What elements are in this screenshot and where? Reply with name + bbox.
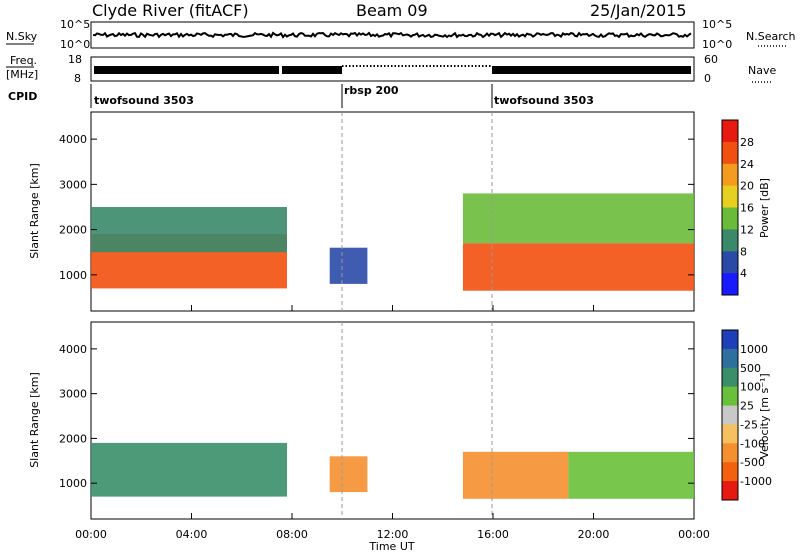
freq-label-2: [MHz] bbox=[6, 68, 38, 81]
freq-block-1 bbox=[94, 66, 279, 74]
xtick-6: 20:00 bbox=[578, 528, 610, 541]
velocity-panel: 1000 2000 3000 4000 Slant Range [km] bbox=[28, 321, 695, 520]
velocity-ylabel: Slant Range [km] bbox=[28, 372, 41, 468]
power-colorbar-swatch-1 bbox=[722, 120, 738, 143]
nave-label: Nave bbox=[748, 64, 776, 77]
power-colorbar: 4 8 12 16 20 24 28 bbox=[721, 119, 754, 296]
cpid-row: twofsound 3503 rbsp 200 twofsound 3503 bbox=[90, 84, 594, 108]
nsearch-tick-top: 10^5 bbox=[702, 18, 732, 31]
freq-tick-top: 18 bbox=[68, 53, 82, 66]
velocity-colorbar-swatch-6 bbox=[722, 424, 738, 444]
power-colorbar-swatch-2 bbox=[722, 141, 738, 165]
power-colorbar-tick-6: 24 bbox=[740, 158, 754, 171]
velocity-colorbar-swatch-7 bbox=[722, 443, 738, 463]
velocity-colorbar-tick-6: -100 bbox=[740, 437, 765, 450]
velocity-region-3 bbox=[462, 451, 569, 499]
velocity-colorbar-title: Velocity [m s⁻¹] bbox=[758, 373, 771, 458]
xtick-1: 00:00 bbox=[75, 528, 107, 541]
power-ytick-3: 3000 bbox=[59, 178, 87, 191]
power-colorbar-swatch-6 bbox=[722, 229, 738, 252]
nsky-tick-bottom: 10^0 bbox=[60, 38, 90, 51]
nsearch-label: N.Search bbox=[746, 30, 796, 43]
power-region-5 bbox=[462, 193, 694, 244]
power-ytick-4: 4000 bbox=[59, 133, 87, 146]
nave-tick-top: 60 bbox=[704, 53, 718, 66]
velocity-colorbar-swatch-2 bbox=[722, 348, 738, 369]
x-axis-title: Time UT bbox=[368, 540, 414, 553]
xtick-5: 16:00 bbox=[477, 528, 509, 541]
velocity-colorbar-tick-2: 500 bbox=[740, 362, 761, 375]
power-panel: 1000 2000 3000 4000 Slant Range [km] bbox=[28, 111, 695, 312]
power-colorbar-tick-7: 28 bbox=[740, 136, 754, 149]
velocity-colorbar-tick-8: -1000 bbox=[740, 475, 772, 488]
freq-label-1: Freq. bbox=[10, 54, 37, 67]
velocity-ytick-2: 2000 bbox=[59, 432, 87, 445]
nsky-tick-top: 10^5 bbox=[60, 18, 90, 31]
power-colorbar-tick-2: 8 bbox=[740, 245, 747, 258]
power-colorbar-swatch-5 bbox=[722, 207, 738, 230]
velocity-colorbar-tick-7: -500 bbox=[740, 456, 765, 469]
velocity-colorbar-swatch-4 bbox=[722, 386, 738, 407]
x-axis: 00:00 04:00 08:00 12:00 16:00 20:00 00:00 bbox=[75, 305, 710, 541]
power-region-4 bbox=[462, 243, 694, 291]
cpid-segment-1: twofsound 3503 bbox=[94, 94, 194, 107]
station-title: Clyde River (fitACF) bbox=[92, 1, 249, 20]
velocity-ytick-4: 4000 bbox=[59, 343, 87, 356]
power-colorbar-tick-3: 12 bbox=[740, 223, 754, 236]
velocity-colorbar-tick-4: 25 bbox=[740, 400, 754, 413]
xtick-2: 04:00 bbox=[176, 528, 208, 541]
power-colorbar-tick-5: 20 bbox=[740, 180, 754, 193]
nsky-strip bbox=[90, 21, 695, 49]
beam-title: Beam 09 bbox=[356, 1, 428, 20]
power-colorbar-tick-1: 4 bbox=[740, 267, 747, 280]
velocity-ytick-1: 1000 bbox=[59, 477, 87, 490]
nsky-label: N.Sky bbox=[6, 30, 38, 43]
velocity-region-2 bbox=[329, 456, 368, 493]
power-ytick-1: 1000 bbox=[59, 269, 87, 282]
xtick-4: 12:00 bbox=[377, 528, 409, 541]
nave-tick-bottom: 0 bbox=[704, 72, 711, 85]
power-colorbar-swatch-3 bbox=[722, 163, 738, 187]
velocity-colorbar: 1000 500 100 25 -25 -100 -500 -1000 bbox=[721, 329, 772, 501]
velocity-ytick-3: 3000 bbox=[59, 388, 87, 401]
velocity-colorbar-swatch-9 bbox=[722, 481, 738, 501]
power-colorbar-swatch-8 bbox=[722, 273, 738, 296]
velocity-colorbar-swatch-5 bbox=[722, 405, 738, 425]
velocity-region-4 bbox=[568, 451, 694, 499]
freq-tick-bottom: 8 bbox=[74, 72, 81, 85]
velocity-colorbar-swatch-3 bbox=[722, 367, 738, 388]
power-colorbar-swatch-4 bbox=[722, 185, 738, 208]
power-region-3 bbox=[329, 247, 368, 284]
cpid-label: CPID bbox=[8, 90, 37, 103]
power-ytick-2: 2000 bbox=[59, 224, 87, 237]
nsky-series bbox=[92, 31, 692, 39]
power-colorbar-tick-4: 16 bbox=[740, 202, 754, 215]
velocity-colorbar-tick-5: -25 bbox=[740, 418, 758, 431]
power-colorbar-swatch-7 bbox=[722, 251, 738, 274]
velocity-region-1 bbox=[91, 442, 287, 497]
cpid-segment-3: twofsound 3503 bbox=[494, 94, 594, 107]
velocity-colorbar-tick-1: 1000 bbox=[740, 343, 768, 356]
power-region-2 bbox=[91, 207, 287, 253]
freq-block-2 bbox=[282, 66, 342, 74]
velocity-colorbar-swatch-8 bbox=[722, 462, 738, 482]
power-ylabel: Slant Range [km] bbox=[28, 163, 41, 259]
freq-strip bbox=[90, 56, 695, 82]
nsearch-tick-bottom: 10^0 bbox=[702, 38, 732, 51]
freq-block-3 bbox=[492, 66, 691, 74]
velocity-colorbar-swatch-1 bbox=[722, 330, 738, 350]
power-colorbar-title: Power [dB] bbox=[758, 178, 771, 238]
date-title: 25/Jan/2015 bbox=[590, 1, 687, 20]
cpid-segment-2: rbsp 200 bbox=[344, 84, 399, 97]
xtick-7: 00:00 bbox=[678, 528, 710, 541]
velocity-colorbar-tick-3: 100 bbox=[740, 381, 761, 394]
xtick-3: 08:00 bbox=[276, 528, 308, 541]
